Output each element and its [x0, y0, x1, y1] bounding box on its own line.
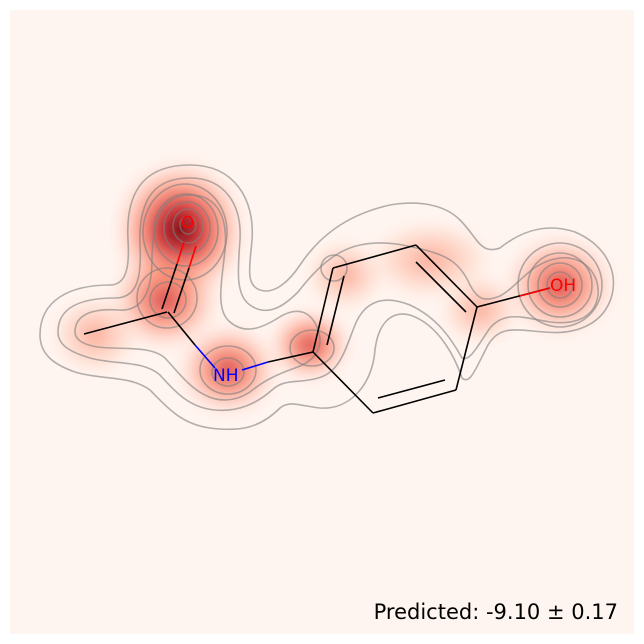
contour-oxygen-5 [179, 215, 197, 235]
heat-blob-nitrogen [173, 320, 283, 420]
contour-outer [39, 164, 615, 431]
contour-hydroxyl-4 [546, 271, 574, 299]
bond-nitrogen-ring [267, 351, 314, 363]
contour-carbon-1 [136, 267, 198, 329]
atom-label-oxygen: O [181, 213, 194, 233]
bond-methyl-carbonyl [83, 311, 168, 335]
bond-carbonyl-nitrogen [167, 311, 196, 346]
contour-hydroxyl-3 [537, 262, 583, 308]
contour-hydroxyl-1 [517, 242, 603, 328]
atom-label-hydroxyl: OH [550, 276, 576, 296]
heat-blobs [45, 155, 620, 420]
contour-nitrogen-2 [211, 357, 245, 387]
contour-oxygen-2 [153, 193, 219, 267]
bond-carbonyl-o-red-b [188, 245, 197, 269]
bond-carbonyl-o-red-a [176, 241, 185, 265]
bonds [83, 244, 551, 414]
bond-nitrogen-blue-left [194, 344, 216, 369]
contour-oxygen-3 [163, 201, 211, 255]
ring-bond-6 [312, 351, 374, 414]
ring-bond-1 [312, 267, 334, 353]
contour-ring-top [320, 254, 348, 282]
bond-nitrogen-blue-right [241, 361, 269, 371]
contour-2 [57, 177, 599, 412]
contour-carbon-2 [149, 281, 187, 319]
prediction-caption: Predicted: -9.10 ± 0.17 [373, 600, 618, 624]
ring-bond-5 [372, 389, 457, 414]
bond-carbonyl-double-b [173, 267, 190, 314]
contour-hydroxyl-2 [527, 252, 593, 318]
ring-bond-1-inner [326, 275, 345, 346]
ring-bond-2 [332, 244, 417, 269]
contour-nitrogen-1 [199, 345, 257, 395]
bond-hydroxyl-red [519, 287, 551, 297]
ring-bond-5-inner [377, 379, 446, 399]
heat-blob-para-carbon [435, 270, 525, 350]
contour-oxygen-4 [172, 208, 204, 244]
contour-3 [74, 194, 321, 401]
ring-bond-3 [415, 244, 478, 308]
bond-carbonyl-double-a [161, 263, 178, 310]
heteroatom-bond-segments [176, 241, 551, 371]
heat-blob-methyl [45, 290, 145, 380]
contour-ring-carbon [289, 329, 335, 367]
ring-bond-3-inner [415, 261, 467, 313]
contour-lines [39, 164, 615, 431]
ring-bond-4 [455, 306, 478, 391]
atom-label-nitrogen: NH [213, 366, 239, 386]
